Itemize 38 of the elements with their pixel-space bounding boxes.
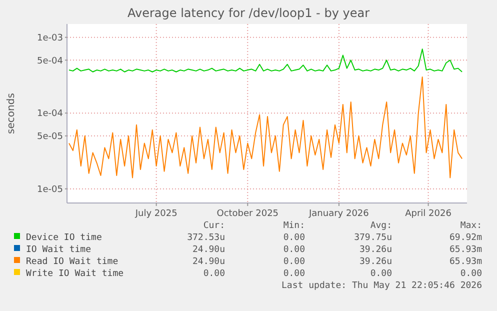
legend-label: Device IO time <box>26 233 102 243</box>
text: 0.00 <box>370 269 392 279</box>
legend-label: Write IO Wait time <box>26 269 124 279</box>
text: 65.93m <box>449 257 482 267</box>
y-tick-label: 1e-03 <box>37 33 63 44</box>
x-tick-label: April 2026 <box>405 209 452 219</box>
text: 379.75u <box>354 233 392 243</box>
legend-label: Read IO Wait time <box>26 257 118 267</box>
text: 24.90u <box>192 245 225 255</box>
y-tick-label: 5e-05 <box>37 132 63 142</box>
text: Avg: <box>370 221 392 231</box>
legend-label: IO Wait time <box>26 245 92 255</box>
text: 0.00 <box>283 233 305 243</box>
text: 69.92m <box>449 233 482 243</box>
text: Last update: Thu May 21 22:05:46 2026 <box>282 281 482 291</box>
text: 0.00 <box>283 269 305 279</box>
text: Cur: <box>203 221 225 231</box>
y-tick-label: 1e-05 <box>37 184 63 195</box>
line-series <box>68 48 463 72</box>
text: Min: <box>283 221 305 231</box>
chart-title: Average latency for /dev/loop1 - by year <box>127 6 370 20</box>
text: 0.00 <box>460 269 482 279</box>
x-tick-label: October 2025 <box>216 209 279 219</box>
text: Max: <box>460 221 482 231</box>
x-tick-label: July 2025 <box>134 209 178 219</box>
text: 0.00 <box>203 269 225 279</box>
text: 372.53u <box>187 233 225 243</box>
line-series <box>68 76 463 178</box>
text: 39.26u <box>359 257 392 267</box>
y-axis-title: seconds <box>6 93 17 134</box>
y-tick-label: 1e-04 <box>37 109 64 120</box>
text: 39.26u <box>359 245 392 255</box>
y-tick-label: 5e-04 <box>37 56 64 66</box>
x-tick-label: January 2026 <box>308 209 370 219</box>
text: 65.93m <box>449 245 482 255</box>
text: 0.00 <box>283 245 305 255</box>
text: 0.00 <box>283 257 305 267</box>
text: 24.90u <box>192 257 225 267</box>
